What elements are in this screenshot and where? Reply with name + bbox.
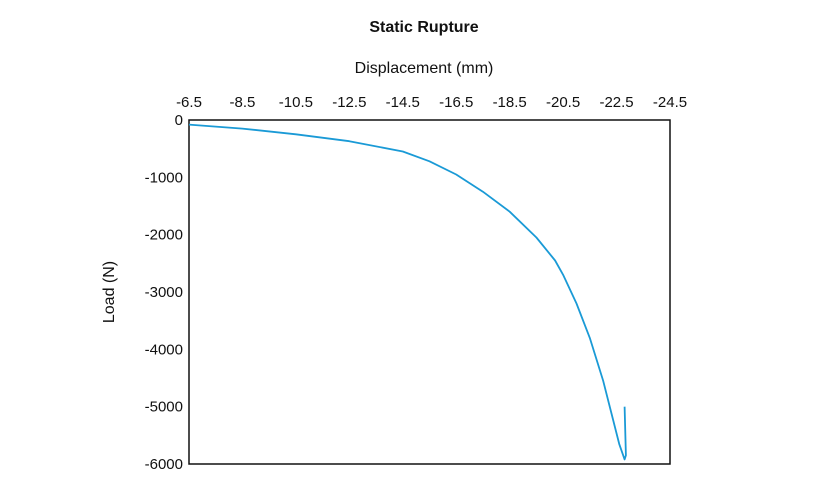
- series-line: [188, 123, 627, 461]
- x-tick-group: -6.5 -8.5 -10.5 -12.5 -14.5 -16.5 -18.5 -20.5 -2…: [176, 94, 687, 111]
- y-tick-label: -4000: [145, 341, 183, 358]
- y-axis-label: Load (N): [101, 261, 118, 323]
- plot-frame: [188, 119, 671, 465]
- series-layer: [188, 123, 627, 461]
- y-tick-label: -1000: [145, 169, 183, 186]
- x-tick-label: -16.5: [439, 94, 473, 111]
- x-axis-label: Displacement (mm): [355, 60, 494, 77]
- y-tick-label: 0: [175, 112, 183, 129]
- x-tick-label: -20.5: [546, 94, 580, 111]
- x-tick-label: -8.5: [230, 94, 256, 111]
- x-tick-label: -12.5: [332, 94, 366, 111]
- x-tick-label: -14.5: [386, 94, 420, 111]
- y-tick-label: -2000: [145, 227, 183, 244]
- y-tick-label: -6000: [145, 456, 183, 473]
- x-tick-label: -18.5: [493, 94, 527, 111]
- x-tick-label: -6.5: [176, 94, 202, 111]
- y-tick-label: -5000: [145, 399, 183, 416]
- x-tick-label: -24.5: [653, 94, 687, 111]
- chart-title: Static Rupture: [369, 19, 478, 36]
- y-tick-label: -3000: [145, 284, 183, 301]
- x-tick-label: -10.5: [279, 94, 313, 111]
- y-tick-group: 0 -1000 -2000 -3000 -4000 -5000 -6000: [145, 112, 183, 473]
- x-tick-label: -22.5: [599, 94, 633, 111]
